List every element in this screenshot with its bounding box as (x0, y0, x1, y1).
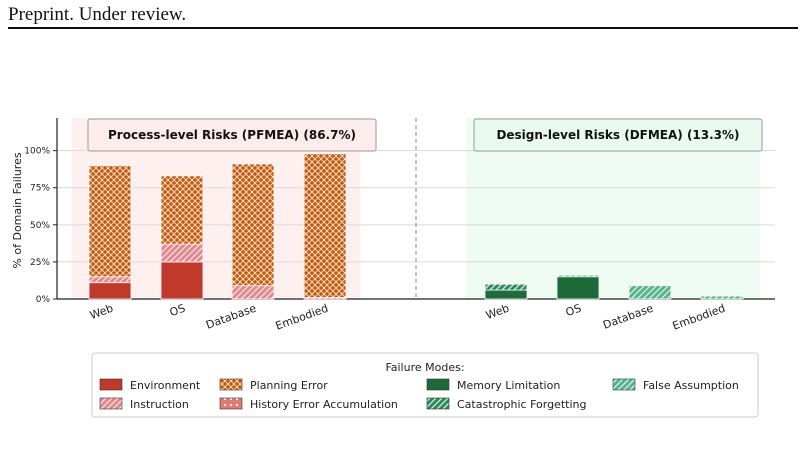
bar-instruction-os (160, 243, 204, 263)
panel-title-1: Design-level Risks (DFMEA) (13.3%) (496, 128, 739, 142)
legend-label: Instruction (130, 398, 189, 411)
x-tick-label: Database (601, 302, 655, 332)
x-tick-label: Web (88, 302, 115, 322)
bar-catastrophic-forgetting-os (556, 274, 600, 278)
legend-box (91, 352, 759, 418)
x-tick-label: OS (564, 302, 583, 320)
legend-label: Environment (130, 379, 201, 392)
x-tick-label: OS (168, 302, 187, 320)
bar-planning-error-embodied (303, 153, 347, 298)
legend-swatch-environment (99, 378, 123, 391)
legend-swatch-instruction (99, 397, 123, 410)
bar-false-assumption-embodied (700, 295, 744, 300)
bar-catastrophic-forgetting-web (484, 283, 528, 291)
x-tick-label: Embodied (274, 302, 330, 333)
panel-title-box-0 (87, 118, 377, 152)
x-tick-label: Database (204, 302, 258, 332)
legend-swatch-catastrophic-forgetting (426, 397, 450, 410)
panel-title-box-1 (473, 118, 763, 152)
bar-memory-limitation-web (484, 289, 528, 300)
bar-memory-limitation-os (556, 276, 600, 300)
bar-instruction-web (88, 276, 132, 284)
bar-false-assumption-database (628, 285, 672, 300)
header-rule (8, 27, 798, 29)
y-tick-label: 100% (24, 147, 50, 157)
bar-environment-os (160, 261, 204, 300)
legend-swatch-memory-limitation (426, 378, 450, 391)
failure-modes-chart: 0% 25% 50% 75% 100%% of Domain Failures Web OS… (11, 118, 775, 418)
legend-label: History Error Accumulation (250, 398, 398, 411)
legend-title: Failure Modes: (385, 361, 464, 374)
legend-swatch-false-assumption (612, 378, 636, 391)
x-tick-label: Web (484, 302, 511, 322)
page-header: Preprint. Under review. (8, 4, 187, 25)
bar-planning-error-database (231, 163, 275, 287)
legend-swatch-history-error-accumulation (219, 397, 243, 410)
y-tick-label: 75% (30, 184, 50, 194)
y-axis-label: % of Domain Failures (11, 152, 24, 268)
legend-label: False Assumption (643, 379, 739, 392)
bar-instruction-database (231, 285, 275, 300)
y-tick-label: 50% (30, 221, 50, 231)
bar-environment-web (88, 282, 132, 300)
legend-label: Memory Limitation (457, 379, 560, 392)
panel-title-0: Process-level Risks (PFMEA) (86.7%) (108, 128, 356, 142)
y-tick-label: 25% (30, 258, 50, 268)
bar-planning-error-os (160, 175, 204, 245)
y-tick-label: 0% (36, 295, 51, 305)
legend-swatch-planning-error (219, 378, 243, 391)
legend-label: Catastrophic Forgetting (457, 398, 586, 411)
legend-label: Planning Error (250, 379, 328, 392)
bar-planning-error-web (88, 165, 132, 278)
x-tick-label: Embodied (671, 302, 727, 333)
